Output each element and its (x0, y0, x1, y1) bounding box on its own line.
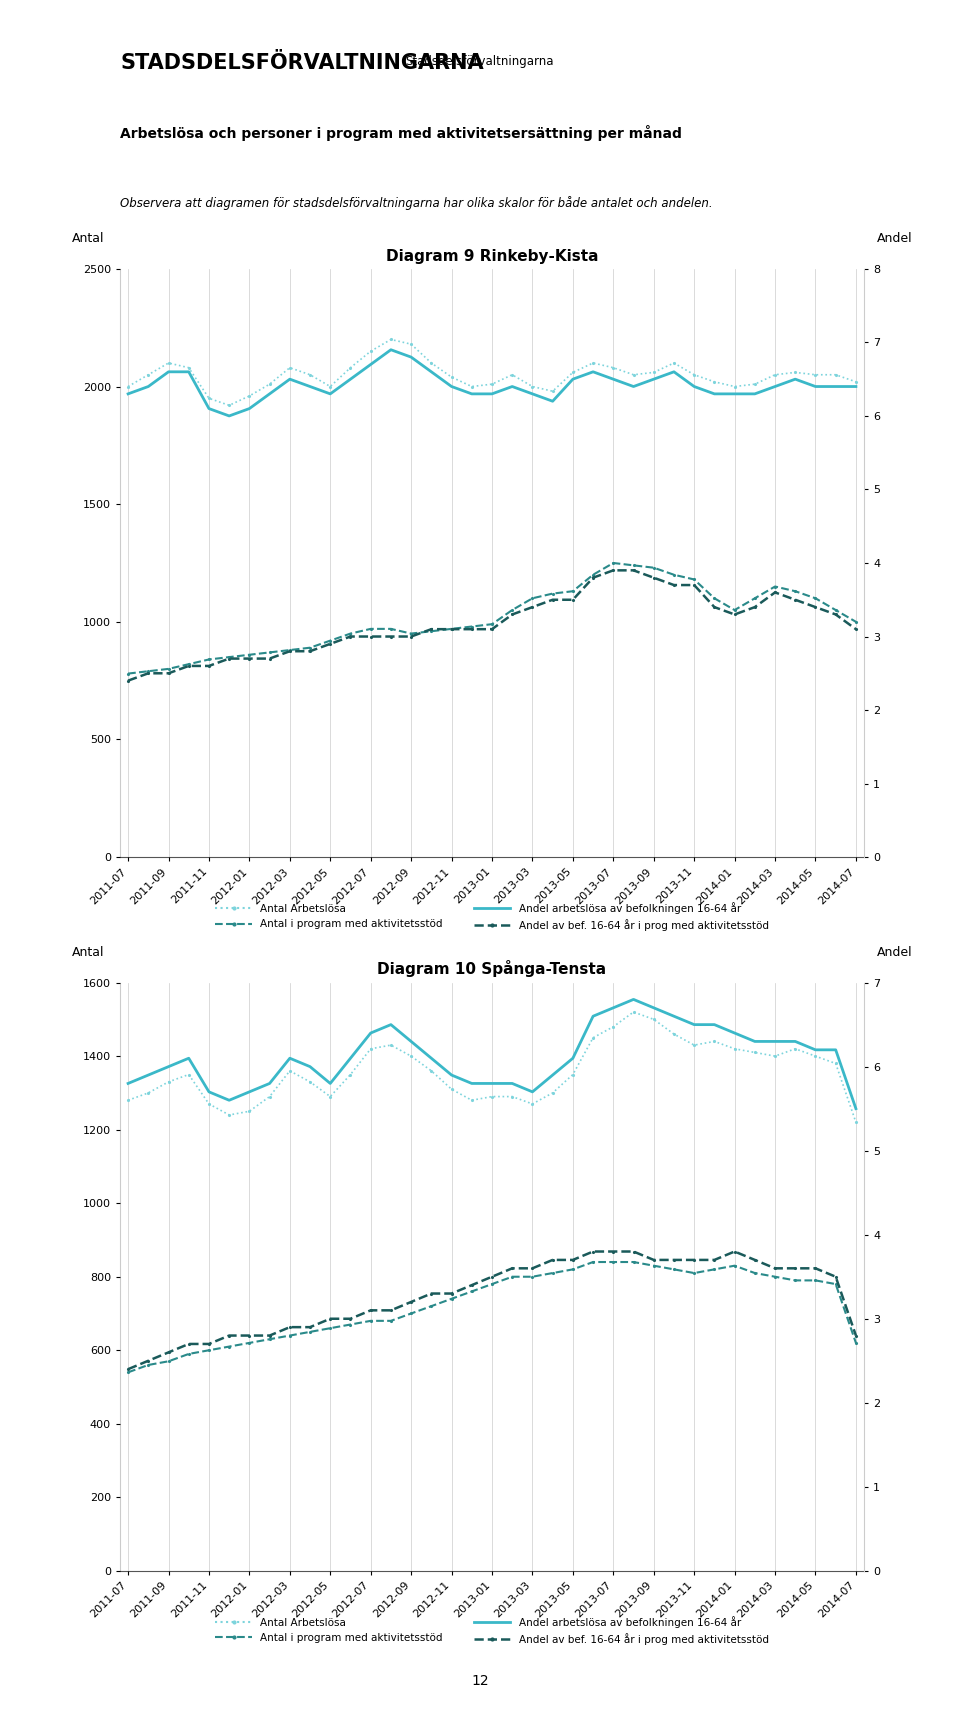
Text: Andel: Andel (876, 947, 912, 959)
Text: Stadsdelsförvaltningarna: Stadsdelsförvaltningarna (406, 55, 554, 68)
Text: Antal: Antal (72, 232, 104, 246)
Text: Observera att diagramen för stadsdelsförvaltningarna har olika skalor för både a: Observera att diagramen för stadsdelsför… (120, 195, 712, 210)
Legend: Antal Arbetslösa, Antal i program med aktivitetsstöd, Andel arbetslösa av befolk: Antal Arbetslösa, Antal i program med ak… (211, 897, 773, 935)
Title: Diagram 10 Spånga-Tensta: Diagram 10 Spånga-Tensta (377, 960, 607, 978)
Text: Antal: Antal (72, 947, 104, 959)
Title: Diagram 9 Rinkeby-Kista: Diagram 9 Rinkeby-Kista (386, 248, 598, 263)
Text: Arbetslösa och personer i program med aktivitetsersättning per månad: Arbetslösa och personer i program med ak… (120, 125, 682, 142)
Text: Andel: Andel (876, 232, 912, 246)
Text: STADSDELSFÖRVALTNINGARNA: STADSDELSFÖRVALTNINGARNA (120, 53, 484, 72)
Legend: Antal Arbetslösa, Antal i program med aktivitetsstöd, Andel arbetslösa av befolk: Antal Arbetslösa, Antal i program med ak… (211, 1612, 773, 1649)
Text: 12: 12 (471, 1675, 489, 1688)
